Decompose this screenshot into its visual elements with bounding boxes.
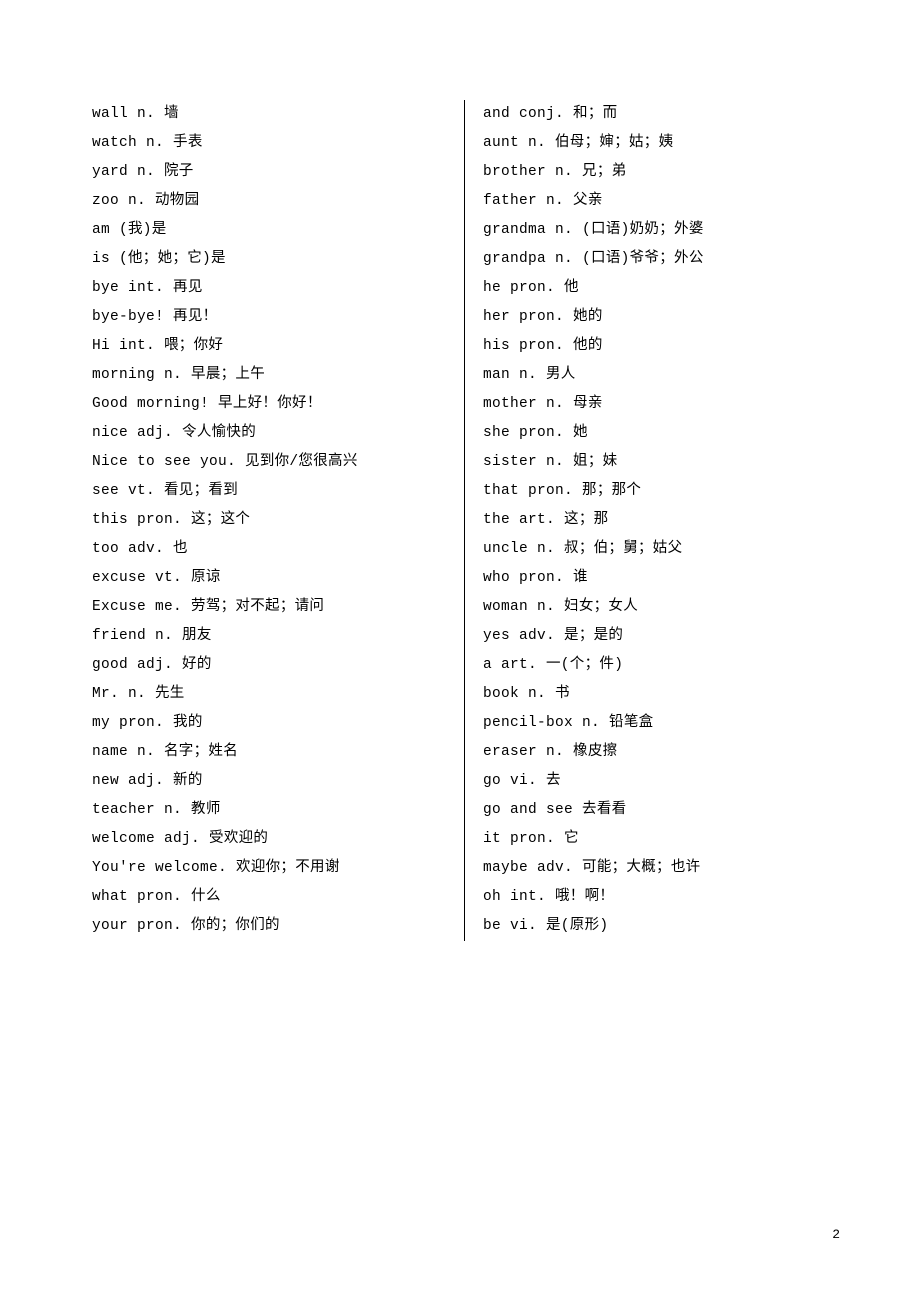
vocabulary-entry: am (我)是 bbox=[92, 216, 446, 245]
vocabulary-entry: excuse vt. 原谅 bbox=[92, 564, 446, 593]
vocabulary-entry: who pron. 谁 bbox=[483, 564, 837, 593]
vocabulary-entry: a art. 一(个；件) bbox=[483, 651, 837, 680]
vocabulary-entry: she pron. 她 bbox=[483, 419, 837, 448]
vocabulary-entry: maybe adv. 可能；大概；也许 bbox=[483, 854, 837, 883]
vocabulary-entry: name n. 名字；姓名 bbox=[92, 738, 446, 767]
vocabulary-entry: what pron. 什么 bbox=[92, 883, 446, 912]
vocabulary-entry: book n. 书 bbox=[483, 680, 837, 709]
vocabulary-entry: yes adv. 是；是的 bbox=[483, 622, 837, 651]
vocabulary-entry: be vi. 是(原形) bbox=[483, 912, 837, 941]
vocabulary-entry: good adj. 好的 bbox=[92, 651, 446, 680]
vocabulary-entry: that pron. 那；那个 bbox=[483, 477, 837, 506]
vocabulary-entry: mother n. 母亲 bbox=[483, 390, 837, 419]
vocabulary-entry: You're welcome. 欢迎你；不用谢 bbox=[92, 854, 446, 883]
vocabulary-entry: yard n. 院子 bbox=[92, 158, 446, 187]
vocabulary-entry: Hi int. 喂；你好 bbox=[92, 332, 446, 361]
vocabulary-entry: teacher n. 教师 bbox=[92, 796, 446, 825]
vocabulary-entry: go vi. 去 bbox=[483, 767, 837, 796]
vocabulary-entry: her pron. 她的 bbox=[483, 303, 837, 332]
vocabulary-entry: uncle n. 叔；伯；舅；姑父 bbox=[483, 535, 837, 564]
vocabulary-entry: zoo n. 动物园 bbox=[92, 187, 446, 216]
vocabulary-entry: bye-bye! 再见！ bbox=[92, 303, 446, 332]
vocabulary-entry: see vt. 看见；看到 bbox=[92, 477, 446, 506]
vocabulary-entry: Good morning! 早上好！你好！ bbox=[92, 390, 446, 419]
vocabulary-entry: the art. 这；那 bbox=[483, 506, 837, 535]
right-column: and conj. 和；而aunt n. 伯母；婶；姑；姨brother n. … bbox=[465, 100, 837, 941]
vocabulary-entry: sister n. 姐；妹 bbox=[483, 448, 837, 477]
page-number: 2 bbox=[832, 1227, 840, 1242]
vocabulary-entry: Excuse me. 劳驾；对不起；请问 bbox=[92, 593, 446, 622]
left-column: wall n. 墙watch n. 手表yard n. 院子zoo n. 动物园… bbox=[92, 100, 465, 941]
vocabulary-entry: my pron. 我的 bbox=[92, 709, 446, 738]
vocabulary-entry: Nice to see you. 见到你/您很高兴 bbox=[92, 448, 446, 477]
vocabulary-entry: friend n. 朋友 bbox=[92, 622, 446, 651]
vocabulary-entry: woman n. 妇女；女人 bbox=[483, 593, 837, 622]
vocabulary-entry: eraser n. 橡皮擦 bbox=[483, 738, 837, 767]
vocabulary-entry: Mr. n. 先生 bbox=[92, 680, 446, 709]
vocabulary-entry: nice adj. 令人愉快的 bbox=[92, 419, 446, 448]
vocabulary-content: wall n. 墙watch n. 手表yard n. 院子zoo n. 动物园… bbox=[92, 100, 837, 941]
vocabulary-entry: oh int. 哦！啊！ bbox=[483, 883, 837, 912]
vocabulary-entry: pencil-box n. 铅笔盒 bbox=[483, 709, 837, 738]
vocabulary-entry: go and see 去看看 bbox=[483, 796, 837, 825]
vocabulary-entry: and conj. 和；而 bbox=[483, 100, 837, 129]
vocabulary-entry: your pron. 你的；你们的 bbox=[92, 912, 446, 941]
vocabulary-entry: man n. 男人 bbox=[483, 361, 837, 390]
vocabulary-entry: this pron. 这；这个 bbox=[92, 506, 446, 535]
vocabulary-entry: grandma n. (口语)奶奶；外婆 bbox=[483, 216, 837, 245]
vocabulary-entry: too adv. 也 bbox=[92, 535, 446, 564]
vocabulary-entry: it pron. 它 bbox=[483, 825, 837, 854]
vocabulary-entry: bye int. 再见 bbox=[92, 274, 446, 303]
vocabulary-entry: grandpa n. (口语)爷爷；外公 bbox=[483, 245, 837, 274]
vocabulary-entry: new adj. 新的 bbox=[92, 767, 446, 796]
vocabulary-entry: brother n. 兄；弟 bbox=[483, 158, 837, 187]
vocabulary-entry: watch n. 手表 bbox=[92, 129, 446, 158]
vocabulary-entry: welcome adj. 受欢迎的 bbox=[92, 825, 446, 854]
vocabulary-entry: wall n. 墙 bbox=[92, 100, 446, 129]
vocabulary-entry: father n. 父亲 bbox=[483, 187, 837, 216]
vocabulary-entry: aunt n. 伯母；婶；姑；姨 bbox=[483, 129, 837, 158]
vocabulary-entry: he pron. 他 bbox=[483, 274, 837, 303]
vocabulary-entry: is (他；她；它)是 bbox=[92, 245, 446, 274]
vocabulary-entry: morning n. 早晨；上午 bbox=[92, 361, 446, 390]
vocabulary-entry: his pron. 他的 bbox=[483, 332, 837, 361]
